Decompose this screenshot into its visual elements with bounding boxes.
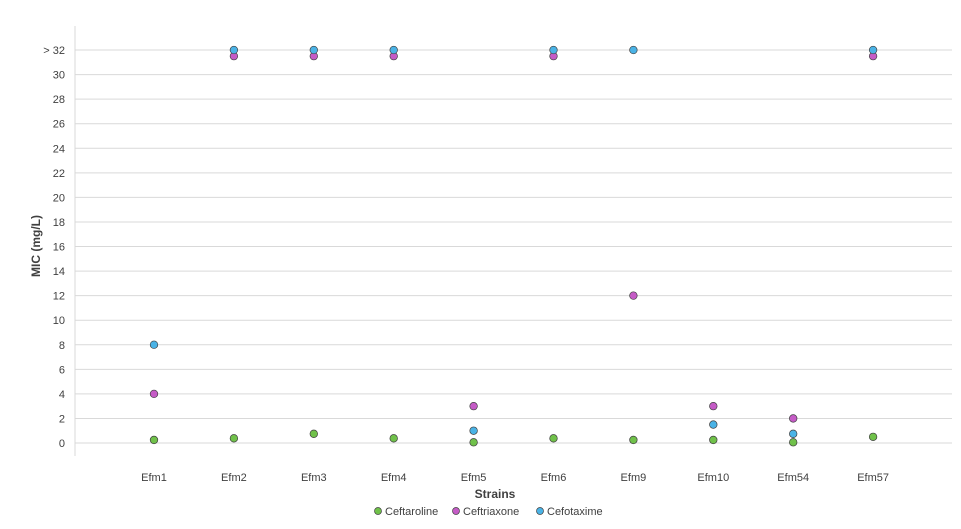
data-point-ceftriaxone [149, 389, 159, 399]
data-point-cefotaxime [309, 45, 318, 55]
series-cefotaxime [149, 45, 878, 438]
legend-marker [374, 507, 382, 515]
data-point-cefotaxime [149, 340, 159, 349]
y-tick-label: 0 [59, 438, 65, 450]
data-point-cefotaxime [469, 426, 478, 435]
data-point-ceftriaxone [469, 402, 478, 411]
data-point-cefotaxime [229, 45, 239, 55]
data-point-ceftaroline [629, 435, 638, 445]
data-point-ceftaroline [868, 432, 878, 442]
x-tick-label: Efm54 [777, 472, 809, 484]
y-tick-label: 24 [53, 143, 65, 155]
legend-label: Ceftaroline [385, 506, 438, 518]
x-tick-label: Efm10 [697, 472, 729, 484]
data-point-ceftriaxone [629, 291, 638, 300]
x-tick-label: Efm1 [141, 472, 167, 484]
data-point-ceftaroline [469, 438, 478, 447]
legend-label: Ceftriaxone [463, 506, 519, 518]
y-tick-label: 18 [53, 217, 65, 229]
x-tick-label: Efm3 [301, 472, 327, 484]
data-points [149, 45, 878, 447]
x-axis-title: Strains [475, 487, 516, 501]
data-point-cefotaxime [789, 429, 798, 438]
data-point-ceftaroline [149, 435, 159, 445]
y-tick-label: 16 [53, 242, 65, 254]
data-point-cefotaxime [549, 45, 558, 55]
data-point-ceftaroline [709, 435, 718, 445]
data-point-ceftriaxone [709, 402, 718, 411]
x-tick-label: Efm6 [541, 472, 567, 484]
y-tick-label: 12 [53, 291, 65, 303]
data-point-ceftaroline [549, 434, 558, 443]
x-tick-labels: Efm1 Efm2 Efm3 Efm4 Efm5 Efm6 Efm9 Efm10 Efm54 Ef… [141, 472, 889, 484]
data-point-ceftaroline [309, 429, 318, 438]
gridlines [74, 26, 952, 456]
y-tick-label: 2 [59, 413, 65, 425]
data-point-cefotaxime [629, 45, 638, 55]
y-tick-label: 30 [53, 70, 65, 82]
data-point-ceftaroline [229, 434, 239, 443]
data-point-ceftaroline [389, 434, 398, 443]
x-tick-label: Efm9 [621, 472, 647, 484]
data-point-ceftaroline [789, 438, 798, 447]
legend-item-ceftriaxone: Ceftriaxone [452, 506, 519, 518]
y-tick-label: 14 [53, 266, 65, 278]
data-point-cefotaxime [709, 420, 718, 429]
legend-marker [536, 507, 544, 515]
data-point-cefotaxime [389, 45, 398, 55]
y-tick-label: 10 [53, 315, 65, 327]
series-ceftaroline [149, 429, 878, 447]
x-tick-label: Efm4 [381, 472, 407, 484]
x-tick-label: Efm57 [857, 472, 889, 484]
legend-item-cefotaxime: Cefotaxime [536, 506, 603, 518]
data-point-cefotaxime [868, 45, 878, 55]
y-tick-label: 4 [59, 389, 65, 401]
legend-label: Cefotaxime [547, 506, 603, 518]
data-point-ceftriaxone [789, 414, 798, 423]
y-tick-label: > 32 [43, 45, 65, 57]
y-tick-label: 20 [53, 192, 65, 204]
y-tick-label: 6 [59, 364, 65, 376]
series-ceftriaxone [149, 51, 878, 423]
x-tick-label: Efm2 [221, 472, 247, 484]
y-tick-label: 26 [53, 119, 65, 131]
y-tick-label: 22 [53, 168, 65, 180]
x-tick-label: Efm5 [461, 472, 487, 484]
legend: Ceftaroline Ceftriaxone Cefotaxime [374, 506, 603, 518]
y-axis-title: MIC (mg/L) [29, 215, 43, 277]
y-tick-label: 8 [59, 340, 65, 352]
legend-item-ceftaroline: Ceftaroline [374, 506, 438, 518]
y-tick-label: 28 [53, 94, 65, 106]
legend-marker [452, 507, 460, 515]
